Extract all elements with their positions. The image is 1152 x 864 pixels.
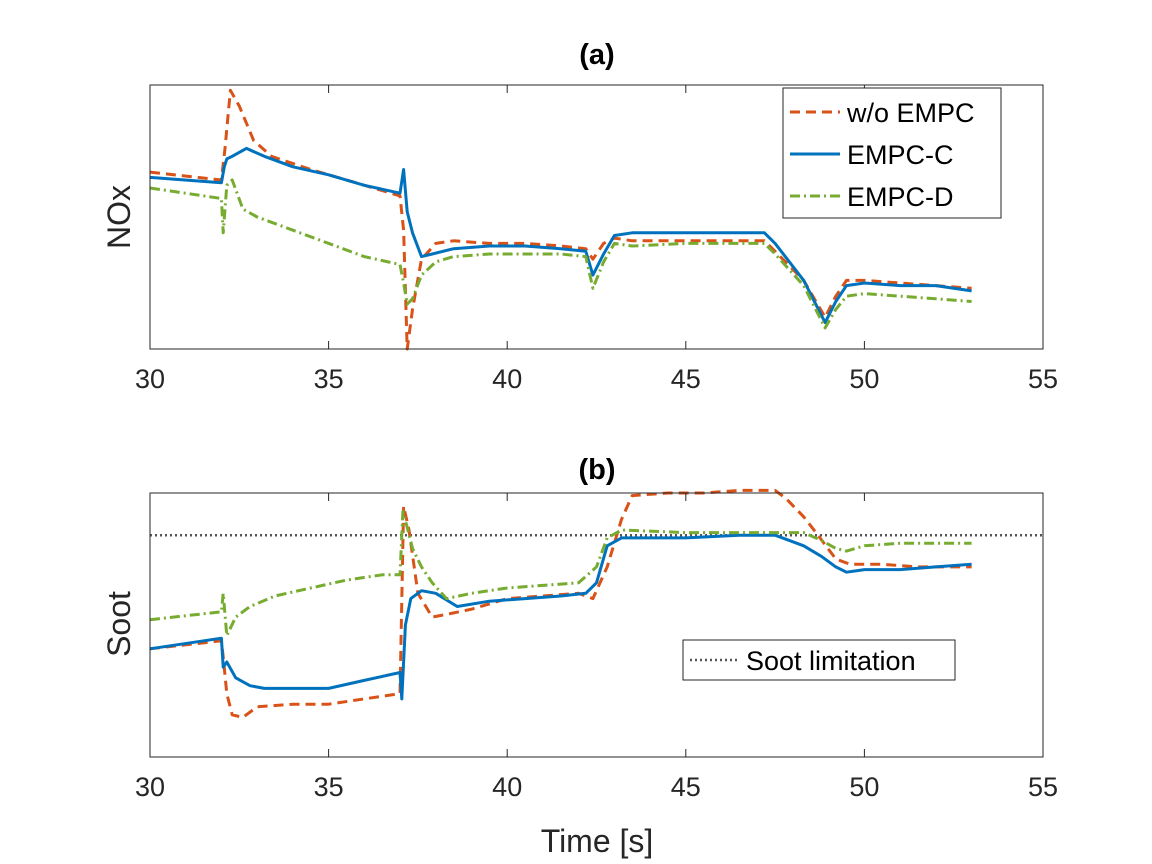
panel-a-x-tick-label: 40 — [492, 364, 522, 394]
panel-a-series-empc-c — [149, 146, 972, 325]
panel-b-x-tick-label: 45 — [671, 772, 701, 802]
panel-b-legend-box — [682, 639, 956, 681]
panel-a-x-tick-label: 30 — [135, 364, 165, 394]
panel-a-series-empc-d — [149, 178, 972, 330]
legend-label-soot-limitation: Soot limitation — [746, 646, 916, 676]
panel-b-x-tick-label: 30 — [135, 772, 165, 802]
panel-b-axes-box — [149, 492, 1044, 758]
panel-b-x-tick-label: 40 — [492, 772, 522, 802]
panel-b-title: (b) — [578, 454, 615, 486]
panel-b-series-empc-c — [149, 533, 972, 701]
panel-a-nox: (a) NOx 30 35 40 45 50 55 w/o EMPC EMPC-C EMP… — [101, 39, 1058, 394]
panel-a-series-group — [149, 88, 972, 351]
panel-b-x-tick-label: 50 — [849, 772, 879, 802]
panel-a-x-tick-label: 45 — [671, 364, 701, 394]
panel-b-x-axis-label: Time [s] — [541, 823, 654, 859]
legend-label-wo-empc: w/o EMPC — [846, 98, 975, 128]
panel-b-x-ticks: 30 35 40 45 50 55 — [135, 493, 1058, 802]
panel-a-series-wo-empc — [149, 88, 972, 351]
panel-a-x-ticks: 30 35 40 45 50 55 — [135, 85, 1058, 394]
panel-a-x-tick-label: 50 — [849, 364, 879, 394]
panel-a-x-tick-label: 55 — [1028, 364, 1058, 394]
panel-b-x-tick-label: 55 — [1028, 772, 1058, 802]
panel-b-soot: (b) Soot 30 35 40 45 50 55 Time [s] Soot limi… — [101, 454, 1058, 859]
panel-b-series-empc-d — [149, 510, 972, 638]
panel-a-title: (a) — [579, 39, 614, 71]
panel-a-y-axis-label: NOx — [101, 185, 137, 249]
legend-label-empc-c: EMPC-C — [847, 140, 954, 170]
panel-b-y-axis-label: Soot — [101, 591, 137, 657]
legend-label-empc-d: EMPC-D — [847, 182, 954, 212]
panel-b-legend: Soot limitation — [682, 639, 956, 681]
panel-a-axes-box — [149, 84, 1044, 350]
panel-a-x-tick-label: 35 — [314, 364, 344, 394]
panel-b-series-group — [149, 488, 972, 719]
panel-b-x-tick-label: 35 — [314, 772, 344, 802]
panel-a-legend: w/o EMPC EMPC-C EMPC-D — [782, 87, 1002, 219]
